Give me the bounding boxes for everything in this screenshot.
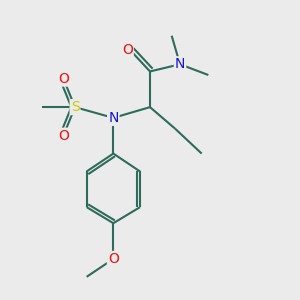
Text: O: O bbox=[122, 43, 133, 57]
Text: N: N bbox=[108, 111, 119, 125]
Text: N: N bbox=[175, 57, 185, 71]
Text: O: O bbox=[58, 129, 69, 143]
Text: O: O bbox=[58, 72, 69, 86]
Text: S: S bbox=[70, 100, 80, 114]
Text: O: O bbox=[108, 252, 119, 266]
